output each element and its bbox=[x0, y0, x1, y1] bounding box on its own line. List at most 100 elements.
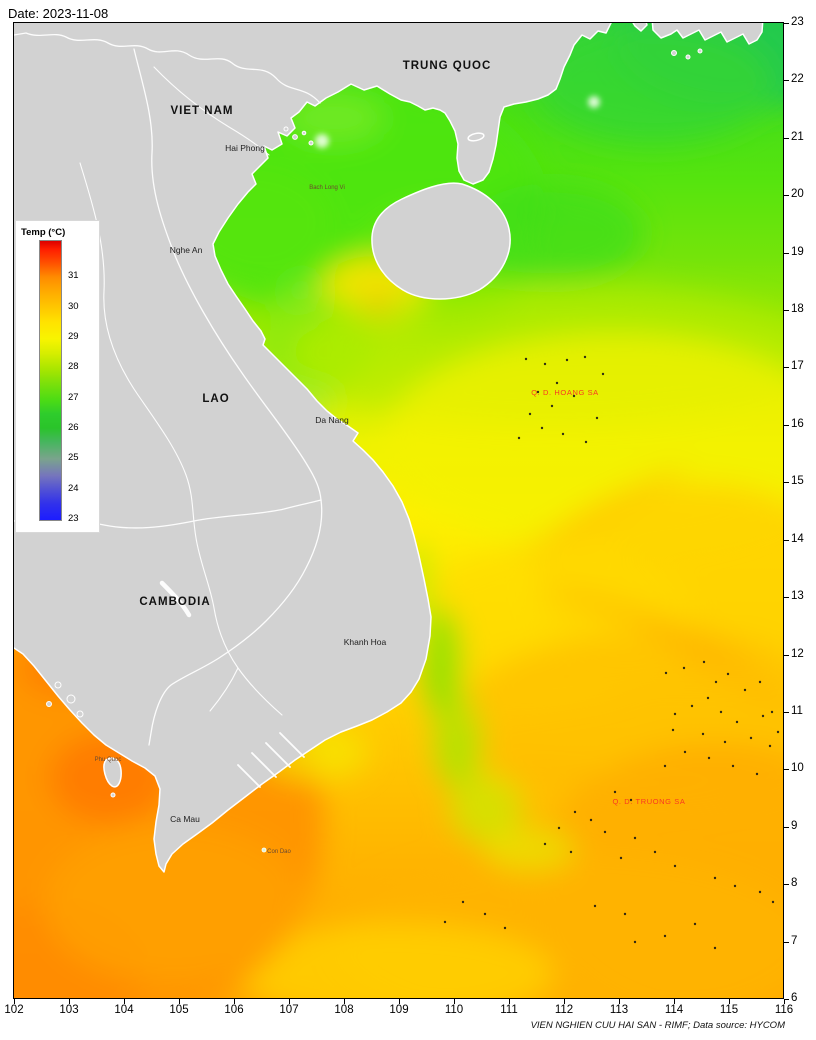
island-dot bbox=[595, 416, 599, 420]
x-tick-label-111: 111 bbox=[500, 1004, 518, 1016]
x-tick-label-105: 105 bbox=[169, 1004, 189, 1016]
y-tick-label-21: 21 bbox=[791, 130, 804, 143]
con-dao-island bbox=[261, 847, 267, 853]
x-tick-mark bbox=[509, 999, 510, 1004]
y-tick-mark bbox=[784, 654, 789, 656]
land-small-islands bbox=[46, 48, 703, 798]
island-dot bbox=[536, 390, 540, 394]
island-dot bbox=[629, 798, 633, 802]
y-tick-mark bbox=[784, 769, 789, 771]
y-tick-mark bbox=[784, 826, 789, 828]
island-dot bbox=[755, 772, 759, 776]
y-tick-mark bbox=[784, 884, 789, 886]
y-tick-mark bbox=[784, 252, 789, 254]
island-dot bbox=[528, 412, 532, 416]
sea-light-patches bbox=[315, 96, 600, 148]
label-khanh-hoa: Khanh Hoa bbox=[344, 637, 387, 647]
island-dot bbox=[758, 890, 762, 894]
island-dot bbox=[583, 355, 587, 359]
sea-temperature-field bbox=[14, 23, 784, 999]
credit-text: VIEN NGHIEN CUU HAI SAN - RIMF; Data sou… bbox=[530, 1020, 785, 1031]
sea-temperature-svg: TRUNG QUOC VIET NAM LAO CAMBODIA Hai Phong Ng… bbox=[14, 23, 784, 999]
island-dot bbox=[682, 666, 686, 670]
island-dot bbox=[713, 876, 717, 880]
island-dot bbox=[723, 740, 727, 744]
y-tick-label-12: 12 bbox=[791, 647, 804, 660]
border-vn-laos bbox=[133, 48, 322, 501]
island-dot bbox=[584, 440, 588, 444]
island-dot bbox=[517, 436, 521, 440]
island-dot bbox=[543, 842, 547, 846]
y-tick-label-9: 9 bbox=[791, 819, 798, 832]
island-dot bbox=[633, 836, 637, 840]
island-dot bbox=[633, 940, 637, 944]
legend-tick-23: 23 bbox=[68, 513, 79, 524]
y-tick-label-22: 22 bbox=[791, 73, 804, 86]
river-red bbox=[153, 66, 270, 156]
delta-estuaries bbox=[237, 732, 305, 788]
island-dot bbox=[623, 912, 627, 916]
island-dot bbox=[555, 381, 559, 385]
x-tick-mark bbox=[674, 999, 675, 1004]
x-tick-label-108: 108 bbox=[334, 1004, 354, 1016]
island-dot bbox=[726, 672, 730, 676]
island-dot bbox=[673, 864, 677, 868]
label-hai-phong: Hai Phong bbox=[225, 143, 265, 153]
y-tick-label-17: 17 bbox=[791, 360, 804, 373]
legend-title: Temp (°C) bbox=[21, 227, 66, 238]
land-mainland bbox=[14, 23, 612, 873]
x-tick-label-107: 107 bbox=[279, 1004, 299, 1016]
land-china-top-1 bbox=[632, 23, 648, 32]
y-tick-label-7: 7 bbox=[791, 934, 798, 947]
x-tick-mark bbox=[234, 999, 235, 1004]
x-tick-label-115: 115 bbox=[719, 1004, 739, 1016]
land bbox=[14, 23, 764, 873]
legend-tick-28: 28 bbox=[68, 361, 79, 373]
island-dot bbox=[731, 764, 735, 768]
island-dot bbox=[701, 732, 705, 736]
x-tick-label-113: 113 bbox=[609, 1004, 629, 1016]
x-tick-label-104: 104 bbox=[114, 1004, 134, 1016]
x-tick-mark bbox=[619, 999, 620, 1004]
island-dot bbox=[557, 826, 561, 830]
x-tick-mark bbox=[124, 999, 125, 1004]
border-vn-cambodia bbox=[148, 499, 323, 746]
island-dot bbox=[572, 394, 576, 398]
x-tick-mark bbox=[784, 999, 785, 1004]
island-dot bbox=[573, 810, 577, 814]
island-dot bbox=[735, 720, 739, 724]
y-tick-mark bbox=[784, 597, 789, 599]
island-dot bbox=[693, 922, 697, 926]
island-dot bbox=[758, 680, 762, 684]
x-tick-mark bbox=[289, 999, 290, 1004]
legend-tick-25: 25 bbox=[68, 452, 79, 464]
island-dot bbox=[503, 926, 507, 930]
island-dot bbox=[707, 756, 711, 760]
island-dot bbox=[565, 358, 569, 362]
legend-tick-29: 29 bbox=[68, 331, 79, 343]
y-tick-mark bbox=[784, 367, 789, 369]
island-dot bbox=[719, 710, 723, 714]
island-dot bbox=[713, 946, 717, 950]
island-dot bbox=[690, 704, 694, 708]
island-dot bbox=[671, 728, 675, 732]
island-dot bbox=[733, 884, 737, 888]
y-tick-label-14: 14 bbox=[791, 532, 804, 545]
island-dot bbox=[663, 934, 667, 938]
y-tick-mark bbox=[784, 711, 789, 713]
island-dot bbox=[483, 912, 487, 916]
legend-colorbar bbox=[39, 240, 62, 521]
island-dot bbox=[543, 362, 547, 366]
island-dot bbox=[771, 900, 775, 904]
legend-tick-30: 30 bbox=[68, 300, 79, 312]
y-tick-mark bbox=[784, 998, 789, 1000]
label-q-d-hoang-sa: Q. D. HOANG SA bbox=[531, 388, 599, 397]
label-trung-quoc: TRUNG QUOC bbox=[403, 60, 492, 72]
legend-tick-26: 26 bbox=[68, 422, 79, 434]
land-phu-quoc bbox=[103, 757, 122, 788]
x-tick-mark bbox=[14, 999, 15, 1004]
y-tick-mark bbox=[784, 482, 789, 484]
y-tick-label-15: 15 bbox=[791, 475, 804, 488]
legend-tick-31: 31 bbox=[68, 270, 79, 282]
island-dot bbox=[461, 900, 465, 904]
